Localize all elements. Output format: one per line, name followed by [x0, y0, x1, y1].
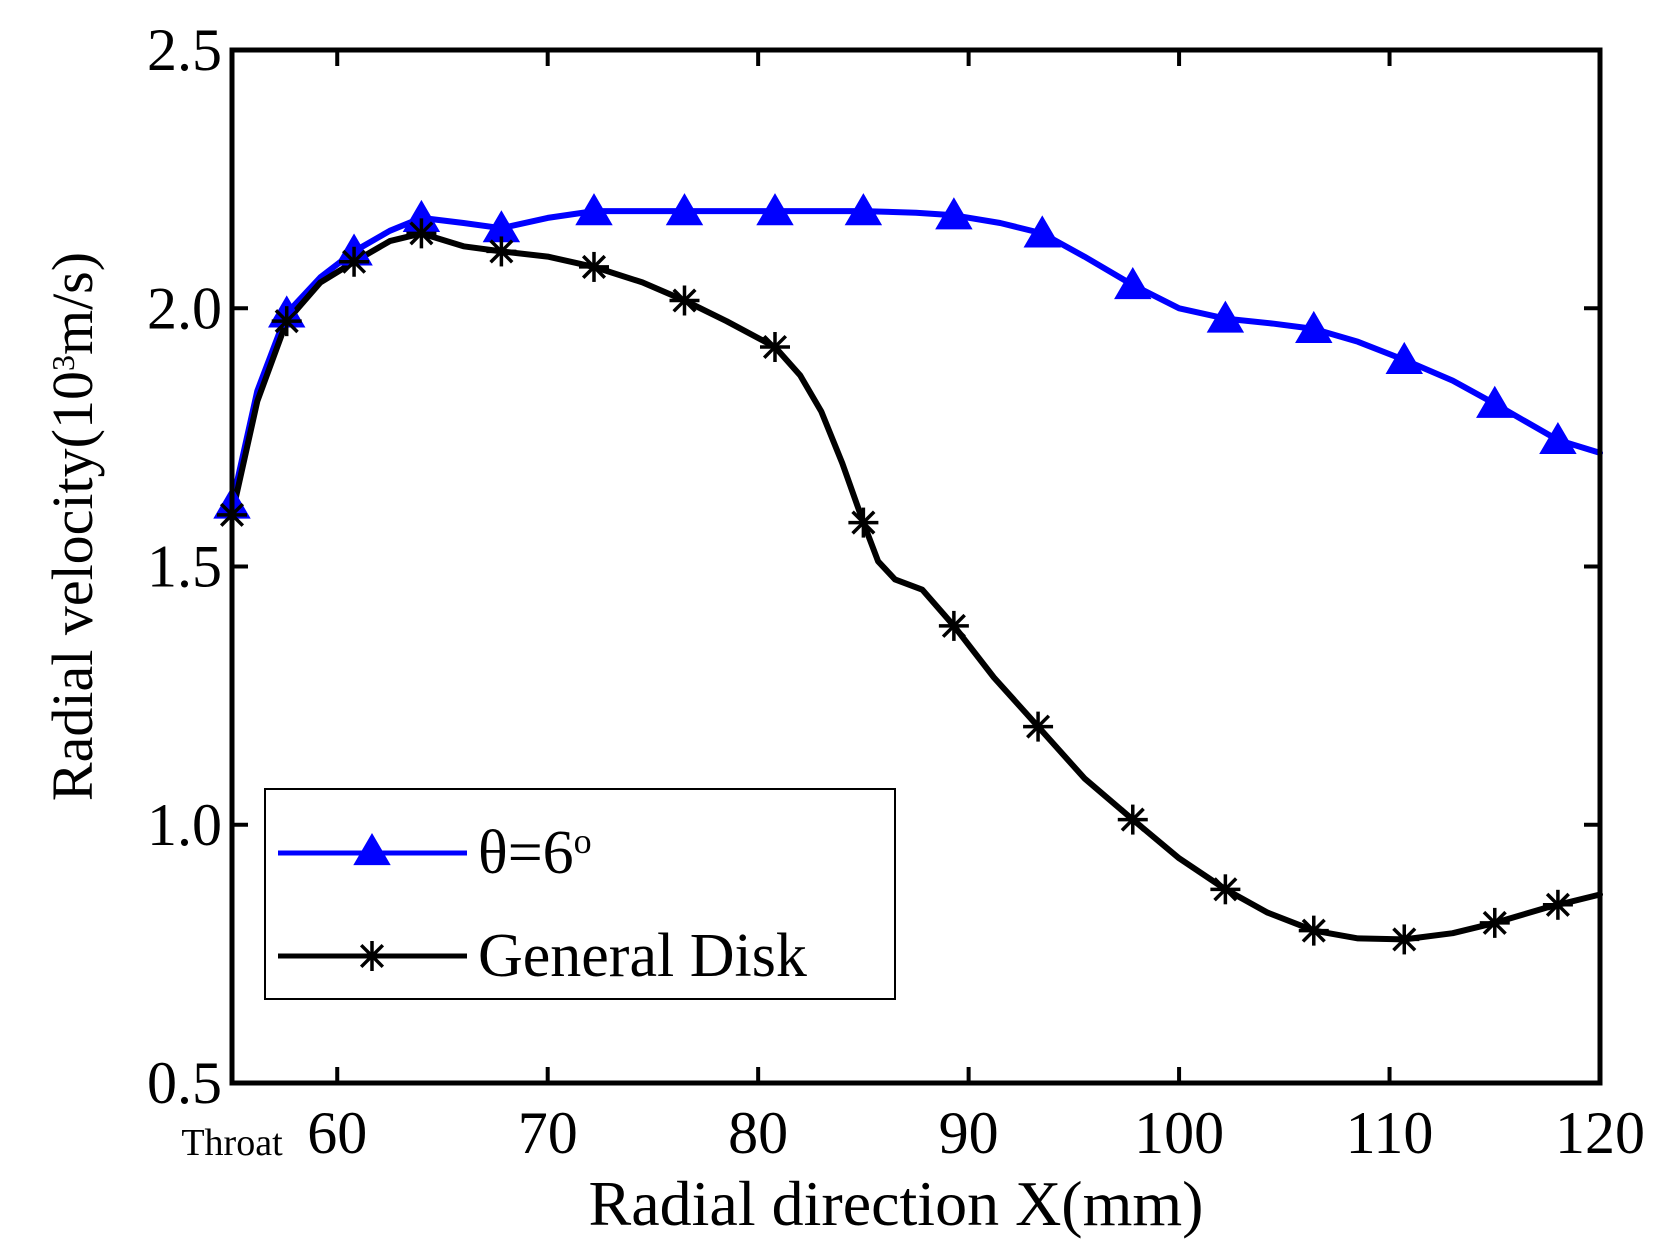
data-point-series-1 [1295, 310, 1333, 344]
x-tick-label: 120 [1555, 1100, 1645, 1166]
legend-box [264, 788, 896, 1000]
y-tick-label: 0.5 [147, 1050, 222, 1116]
data-point-series-1 [1539, 421, 1577, 455]
data-point-series-2 [1389, 924, 1420, 955]
data-point-series-2 [1117, 804, 1148, 835]
data-point-series-1 [844, 193, 883, 226]
data-point-series-2 [1298, 915, 1329, 946]
data-point-series-2 [1542, 889, 1573, 920]
y-tick-label: 1.0 [147, 792, 222, 858]
data-point-series-2 [848, 507, 879, 538]
data-point-series-1 [756, 193, 794, 226]
data-point-series-2 [578, 251, 609, 282]
data-point-series-2 [938, 610, 969, 641]
y-tick-label: 2.5 [147, 17, 222, 83]
data-point-series-1 [575, 193, 613, 226]
x-axis-title: Radial direction X(mm) [589, 1168, 1204, 1239]
x-tick-label: 80 [728, 1100, 788, 1166]
legend-marker-series-2 [357, 941, 387, 971]
y-tick-label: 1.5 [147, 534, 222, 600]
data-point-series-1 [1023, 215, 1061, 248]
data-point-series-2 [1210, 874, 1241, 905]
data-point-series-1 [665, 193, 704, 226]
data-point-series-1 [1476, 385, 1514, 418]
legend-label-series-2: General Disk [478, 922, 807, 990]
tick-labels-layer: 60 70 80 90 100 110 120 0.5 1.0 1.5 2.0 2.5 [147, 17, 1645, 1166]
x-tick-label: 90 [939, 1100, 999, 1166]
data-point-series-2 [1479, 907, 1510, 938]
data-point-series-1 [1206, 300, 1245, 333]
x-tick-label: 100 [1134, 1100, 1224, 1166]
data-point-series-2 [406, 218, 437, 249]
x-tick-label: 110 [1346, 1100, 1434, 1166]
legend-star-marker [357, 941, 387, 971]
y-axis-title-superscript: 3 [45, 355, 81, 371]
legend-label-series-1: θ=6o [478, 819, 592, 887]
data-point-series-2 [271, 306, 302, 337]
legend-label-series-1-main: θ=6 [478, 819, 574, 887]
x-tick-label: 60 [307, 1100, 367, 1166]
legend-triangle-marker [353, 833, 391, 866]
y-tick-label: 2.0 [147, 275, 222, 341]
y-axis-title: Radial velocity(103m/s) [40, 252, 105, 801]
data-point-series-2 [759, 331, 790, 362]
x-tick-label: 70 [518, 1100, 578, 1166]
data-point-series-2 [486, 236, 517, 267]
legend: θ=6o General Disk [264, 788, 896, 1000]
series-layer [213, 193, 1603, 955]
plot-frame [229, 47, 1603, 1086]
y-axis-title-suffix: m/s) [40, 252, 105, 355]
data-point-series-1 [1385, 341, 1423, 374]
y-axis-title-prefix: Radial velocity(10 [40, 371, 105, 801]
legend-marker-series-1 [353, 833, 391, 866]
data-point-series-2 [669, 285, 700, 316]
data-point-series-2 [1023, 711, 1054, 742]
series-markers-1 [213, 193, 1577, 519]
data-point-series-1 [1114, 267, 1152, 300]
x-axis-start-annotation: Throat [181, 1122, 283, 1164]
legend-label-series-1-superscript: o [574, 821, 592, 861]
data-point-series-1 [935, 197, 973, 230]
data-point-series-2 [339, 246, 370, 277]
